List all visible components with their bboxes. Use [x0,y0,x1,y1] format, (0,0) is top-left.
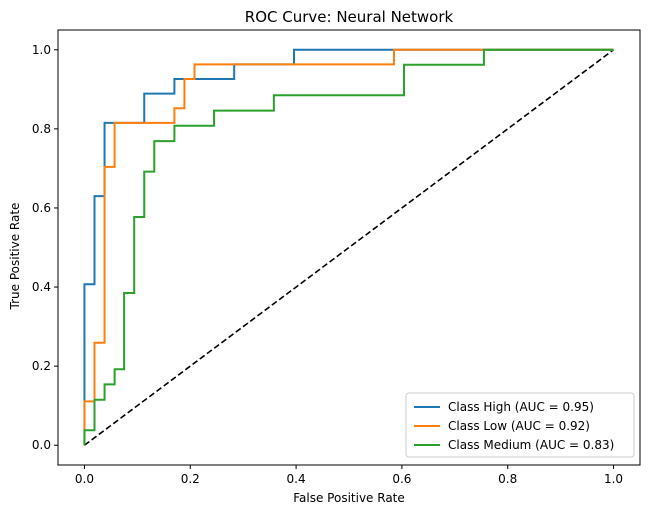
series-line-2 [83,48,614,446]
plot-area [83,48,615,446]
legend-label: Class High (AUC = 0.95) [448,400,594,414]
x-axis-label: False Positive Rate [293,491,405,505]
legend-box [405,392,635,458]
plot-frame [57,29,641,466]
x-axis: 0.0 0.2 0.4 0.6 0.8 1.0 [75,465,623,486]
y-tick-label: 0.0 [32,438,51,452]
series-line-1 [83,48,614,446]
y-tick-label: 1.0 [32,43,51,57]
y-tick-label: 0.8 [32,122,51,136]
y-axis-label: True Positive Rate [8,203,22,311]
legend-label: Class Low (AUC = 0.92) [448,419,590,433]
chart-title: ROC Curve: Neural Network [245,8,454,26]
chance-diagonal-line [83,49,615,446]
x-tick-label: 0.6 [392,472,411,486]
x-tick-label: 0.4 [287,472,306,486]
y-tick-label: 0.4 [32,280,51,294]
y-axis: 0.0 0.2 0.4 0.6 0.8 1.0 [32,43,58,452]
x-tick-label: 0.8 [498,472,517,486]
x-tick-label: 1.0 [604,472,623,486]
legend-label: Class Medium (AUC = 0.83) [448,438,614,452]
y-tick-label: 0.2 [32,359,51,373]
x-tick-label: 0.2 [181,472,200,486]
legend: Class High (AUC = 0.95) Class Low (AUC = … [405,392,635,458]
y-tick-label: 0.6 [32,201,51,215]
x-tick-label: 0.0 [75,472,94,486]
